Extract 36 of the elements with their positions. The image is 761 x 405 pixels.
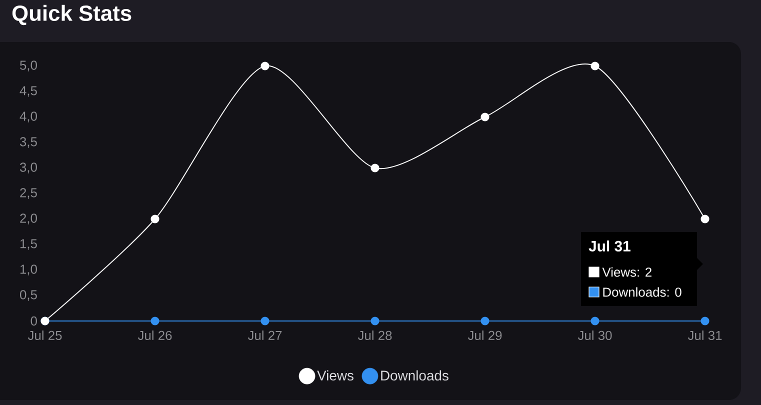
y-tick-label: 3,5 xyxy=(20,137,37,148)
point xyxy=(590,62,600,70)
y-tick-label: 4,0 xyxy=(20,112,37,122)
point xyxy=(700,214,710,224)
y-tick-label: 4,5 xyxy=(20,86,37,97)
chart-title: Quick Stats xyxy=(12,4,132,26)
y-tick-label: 1,5 xyxy=(20,239,37,250)
point xyxy=(590,316,600,326)
y-tick-label: 5,0 xyxy=(20,60,37,72)
x-tick-label: Jul 27 xyxy=(248,330,282,340)
x-tick-label: Jul 28 xyxy=(358,330,392,340)
point xyxy=(700,316,710,326)
y-tick-label: 2,5 xyxy=(20,188,37,199)
point xyxy=(260,62,270,70)
annotation: Views: 2 xyxy=(602,267,652,277)
point xyxy=(260,316,270,326)
y-tick-label: 2,0 xyxy=(20,214,37,224)
legend-label: Downloads xyxy=(381,370,448,381)
annotation: Jul 31 xyxy=(588,240,630,252)
y-tick-label: 1,0 xyxy=(20,264,37,276)
point xyxy=(370,316,380,326)
x-tick-label: Jul 26 xyxy=(138,330,172,340)
annotation: Downloads: 0 xyxy=(603,287,682,297)
x-tick-label: Jul 29 xyxy=(468,330,502,340)
x-tick-label: Jul 30 xyxy=(578,330,612,340)
point xyxy=(480,112,490,122)
x-tick-label: Jul 25 xyxy=(28,330,62,340)
y-tick-label: 3,0 xyxy=(20,162,37,174)
legend-label: Views xyxy=(317,370,354,381)
point xyxy=(150,316,160,326)
point xyxy=(480,316,490,326)
y-tick-label: 0,5 xyxy=(20,290,37,301)
x-tick-label: Jul 31 xyxy=(688,330,722,340)
point xyxy=(150,214,160,224)
point xyxy=(370,164,380,172)
y-tick-label: 0 xyxy=(30,316,37,326)
